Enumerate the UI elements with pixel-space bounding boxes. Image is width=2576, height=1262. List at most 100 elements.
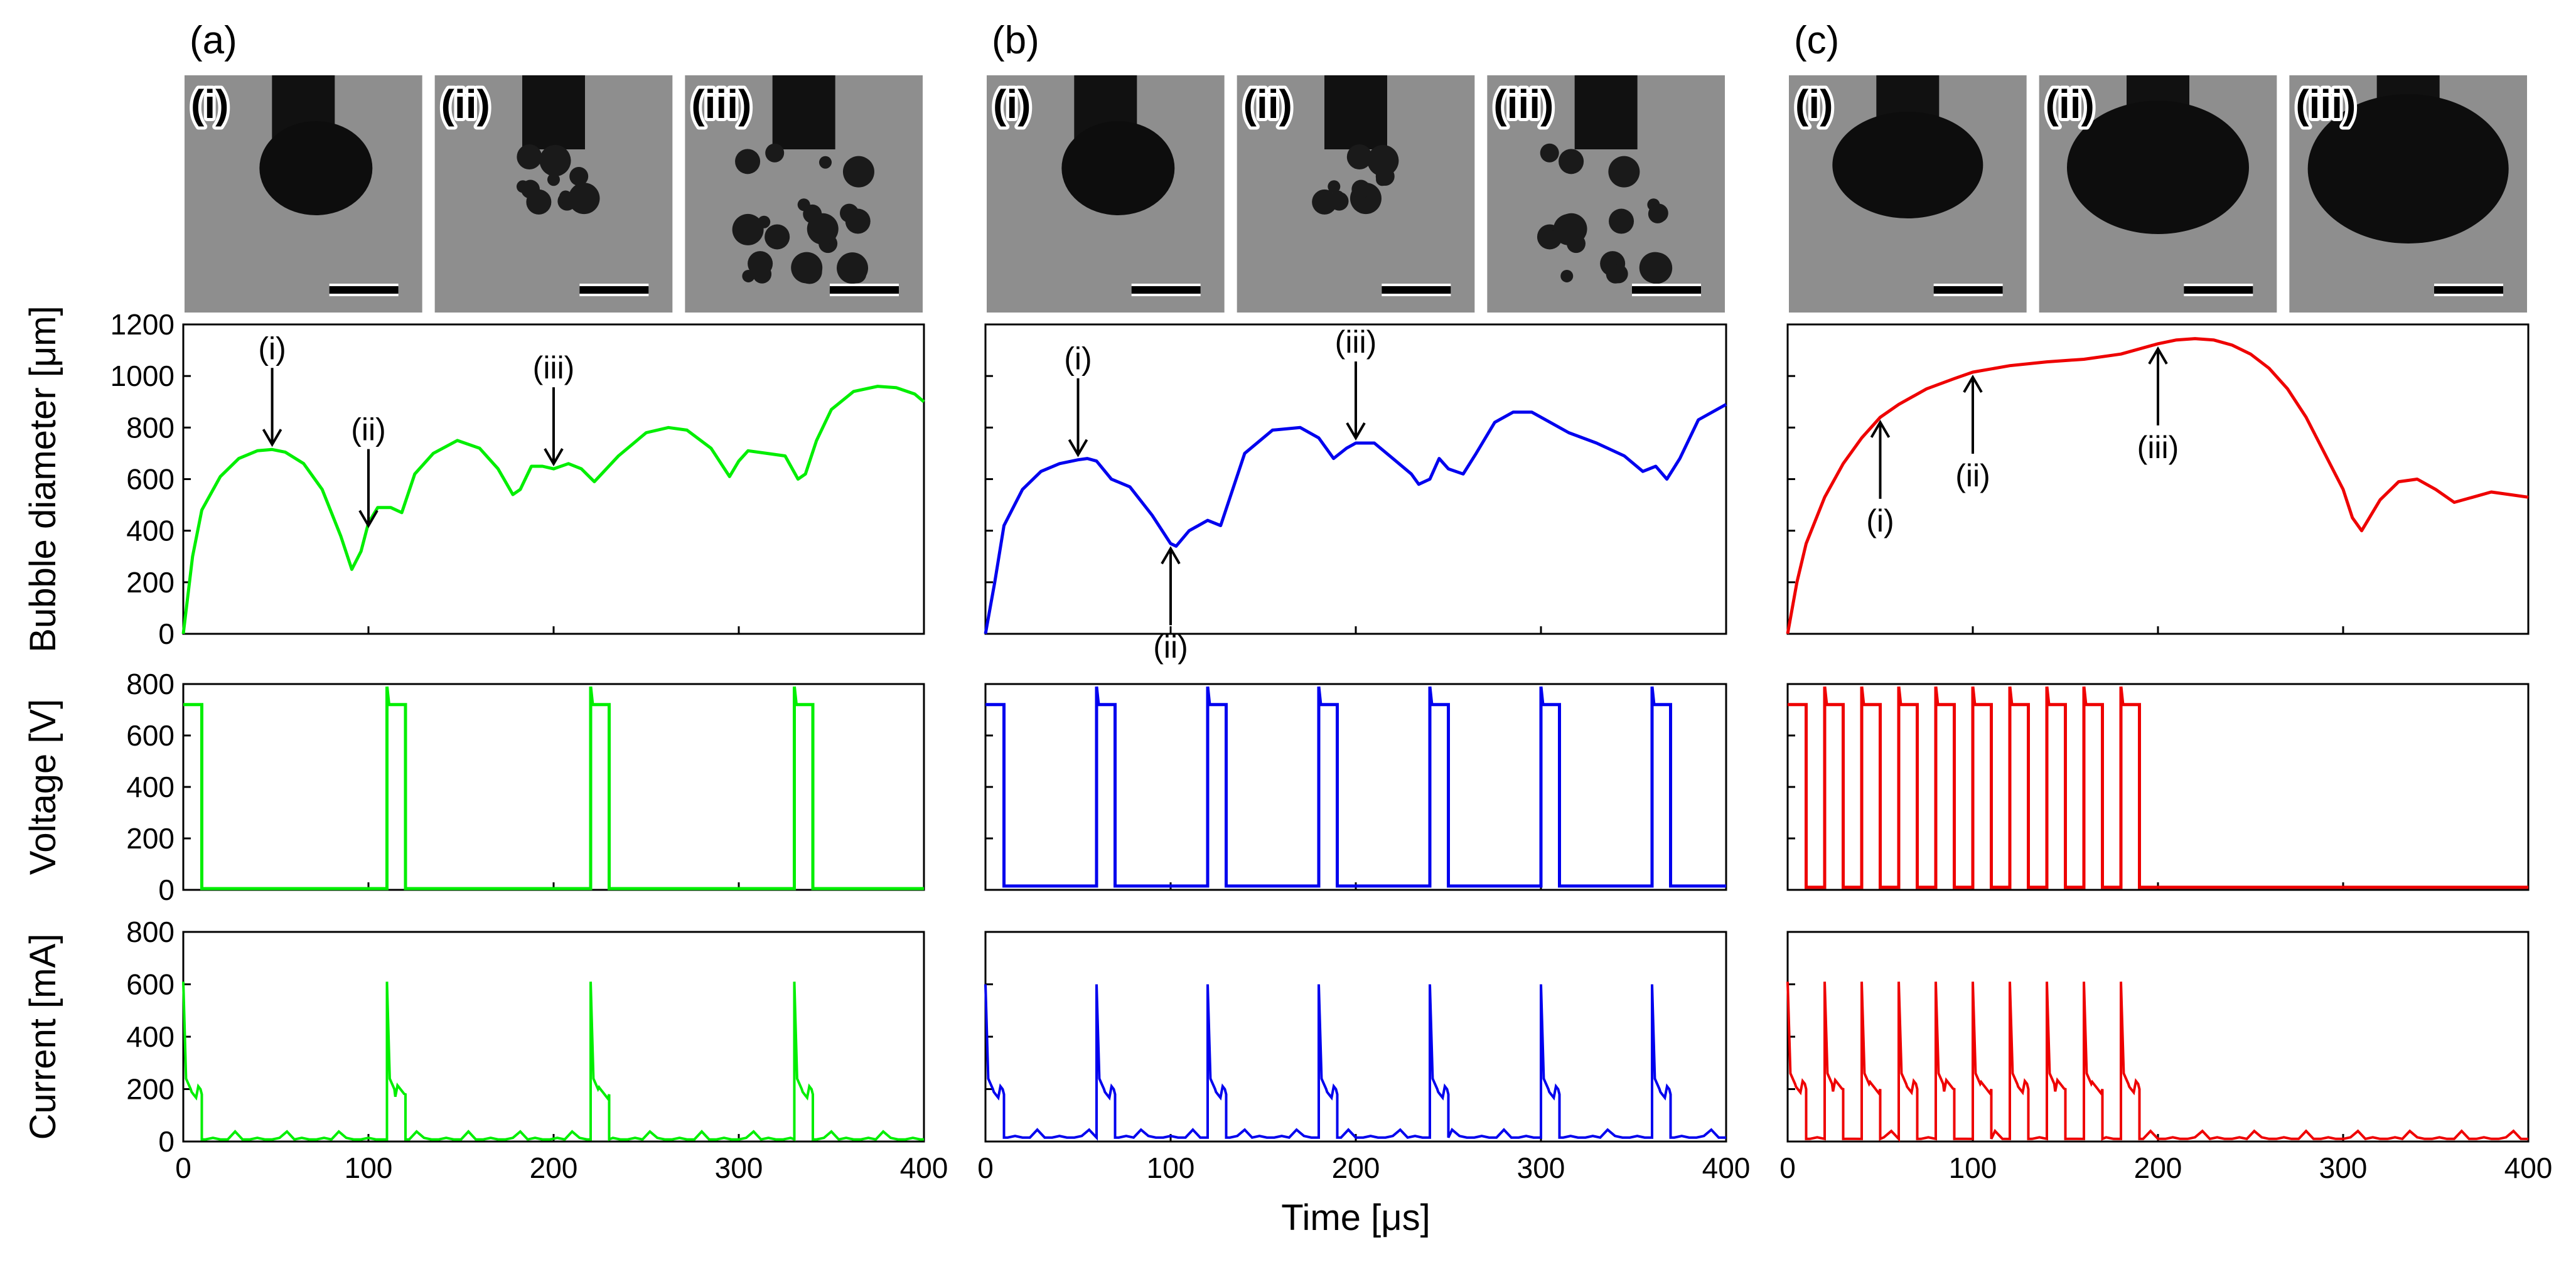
x-tick-label: 400 [900, 1152, 948, 1184]
panel-label: (b) [992, 19, 1039, 62]
x-tick-label: 300 [2319, 1152, 2368, 1184]
electrode [772, 74, 835, 149]
bubble-shape [2307, 94, 2509, 243]
y-tick-label: 1000 [110, 360, 174, 392]
debris-blob [735, 149, 761, 174]
current-series [182, 981, 925, 1142]
x-tick-label: 0 [977, 1152, 994, 1184]
debris-blob [1555, 213, 1587, 245]
y-tick-label: 600 [126, 463, 174, 496]
x-tick-label: 300 [1517, 1152, 1565, 1184]
photo-frame [984, 73, 1227, 315]
annotation-arrow: (i) [1064, 341, 1092, 457]
annotation-arrow: (ii) [1955, 375, 1990, 493]
bubble-shape [1061, 121, 1175, 215]
photo-frame [2287, 73, 2530, 315]
photo-frame [2036, 73, 2280, 315]
y-tick-label: 0 [158, 618, 174, 650]
annotation-label: (i) [1064, 341, 1092, 377]
arrow-head [1161, 546, 1181, 565]
y-tick-label: 400 [126, 515, 174, 547]
x-tick-label: 200 [1332, 1152, 1380, 1184]
electrode [522, 74, 585, 149]
y-tick-label: 0 [158, 1125, 174, 1158]
arrow-head [262, 429, 282, 447]
annotation-arrow: (ii) [1153, 546, 1188, 665]
bubble-photo: (i) [182, 73, 425, 315]
annotation-label: (ii) [1955, 458, 1990, 493]
x-tick-label: 100 [1949, 1152, 1997, 1184]
electrode [1324, 74, 1387, 149]
debris-blob [1346, 144, 1372, 169]
x-tick-label: 0 [175, 1152, 191, 1184]
panel-label: (c) [1794, 19, 1839, 62]
annotation-label: (i) [1866, 503, 1894, 538]
annotation-label: (i) [258, 331, 286, 366]
arrow-head [1346, 422, 1366, 441]
arrow-head [358, 510, 378, 528]
photo-frame [1484, 73, 1727, 315]
y-tick-label: 200 [126, 822, 174, 855]
y-tick-label: 200 [126, 566, 174, 599]
y-tick-label: 1200 [110, 308, 174, 341]
arrow-head [1068, 439, 1088, 457]
arrow-head [2148, 346, 2168, 365]
x-tick-label: 100 [345, 1152, 393, 1184]
photo-label: (i) [1795, 82, 1833, 127]
annotation-arrow: (ii) [351, 412, 386, 528]
x-tick-label: 200 [2134, 1152, 2182, 1184]
debris-blob [803, 204, 822, 223]
photo-label: (ii) [2046, 82, 2095, 127]
current-series [1786, 981, 2529, 1142]
annotation-arrow: (i) [258, 331, 286, 447]
debris-blob [845, 208, 871, 234]
annotation-label: (ii) [1153, 629, 1188, 665]
photo-label: (i) [191, 82, 228, 127]
annotation-label: (iii) [2137, 430, 2179, 465]
x-tick-label: 300 [715, 1152, 763, 1184]
current-series [984, 984, 1727, 1141]
bubble-photo: (iii) [1484, 73, 1727, 315]
annotation-arrow: (iii) [533, 350, 575, 467]
debris-blob [1331, 190, 1344, 203]
debris-blob [568, 183, 600, 215]
bubble-shape [259, 121, 373, 215]
y-tick-label: 800 [126, 411, 174, 444]
bubble-shape [2067, 100, 2249, 234]
debris-blob [1543, 230, 1556, 243]
annotation-label: (iii) [533, 350, 575, 385]
debris-blob [1612, 215, 1625, 228]
y-tick-label: 600 [126, 968, 174, 1001]
x-axis-label: Time [μs] [1281, 1197, 1430, 1238]
voltage-series [1788, 686, 2528, 889]
bubble-diameter-series [1786, 337, 2529, 634]
x-tick-label: 400 [1702, 1152, 1751, 1184]
debris-blob [842, 156, 874, 188]
photo-frame [432, 73, 675, 315]
debris-blob [758, 215, 771, 228]
voltage-series [985, 686, 1726, 888]
y-tick-label: 0 [158, 874, 174, 906]
annotation-arrow: (iii) [1335, 324, 1377, 441]
debris-blob [1641, 252, 1673, 284]
debris-blob [765, 143, 785, 163]
x-tick-label: 100 [1147, 1152, 1195, 1184]
y-axis-label: Current [mA] [23, 934, 63, 1140]
annotation-arrow: (iii) [2137, 346, 2179, 465]
debris-blob [1367, 144, 1399, 176]
debris-blob [569, 167, 589, 186]
debris-blob [766, 230, 779, 243]
y-tick-label: 200 [126, 1073, 174, 1106]
debris-blob [539, 144, 571, 176]
bubble-photo: (ii) [432, 73, 675, 315]
annotation-arrow: (i) [1866, 419, 1894, 538]
bubble-shape [1832, 112, 1983, 218]
photo-frame [182, 73, 425, 315]
debris-blob [797, 259, 822, 284]
debris-blob [818, 156, 832, 169]
photo-frame [1786, 73, 2029, 315]
debris-blob [547, 173, 560, 186]
debris-blob [521, 179, 540, 199]
photo-frame [1234, 73, 1478, 315]
debris-blob [1559, 149, 1584, 174]
